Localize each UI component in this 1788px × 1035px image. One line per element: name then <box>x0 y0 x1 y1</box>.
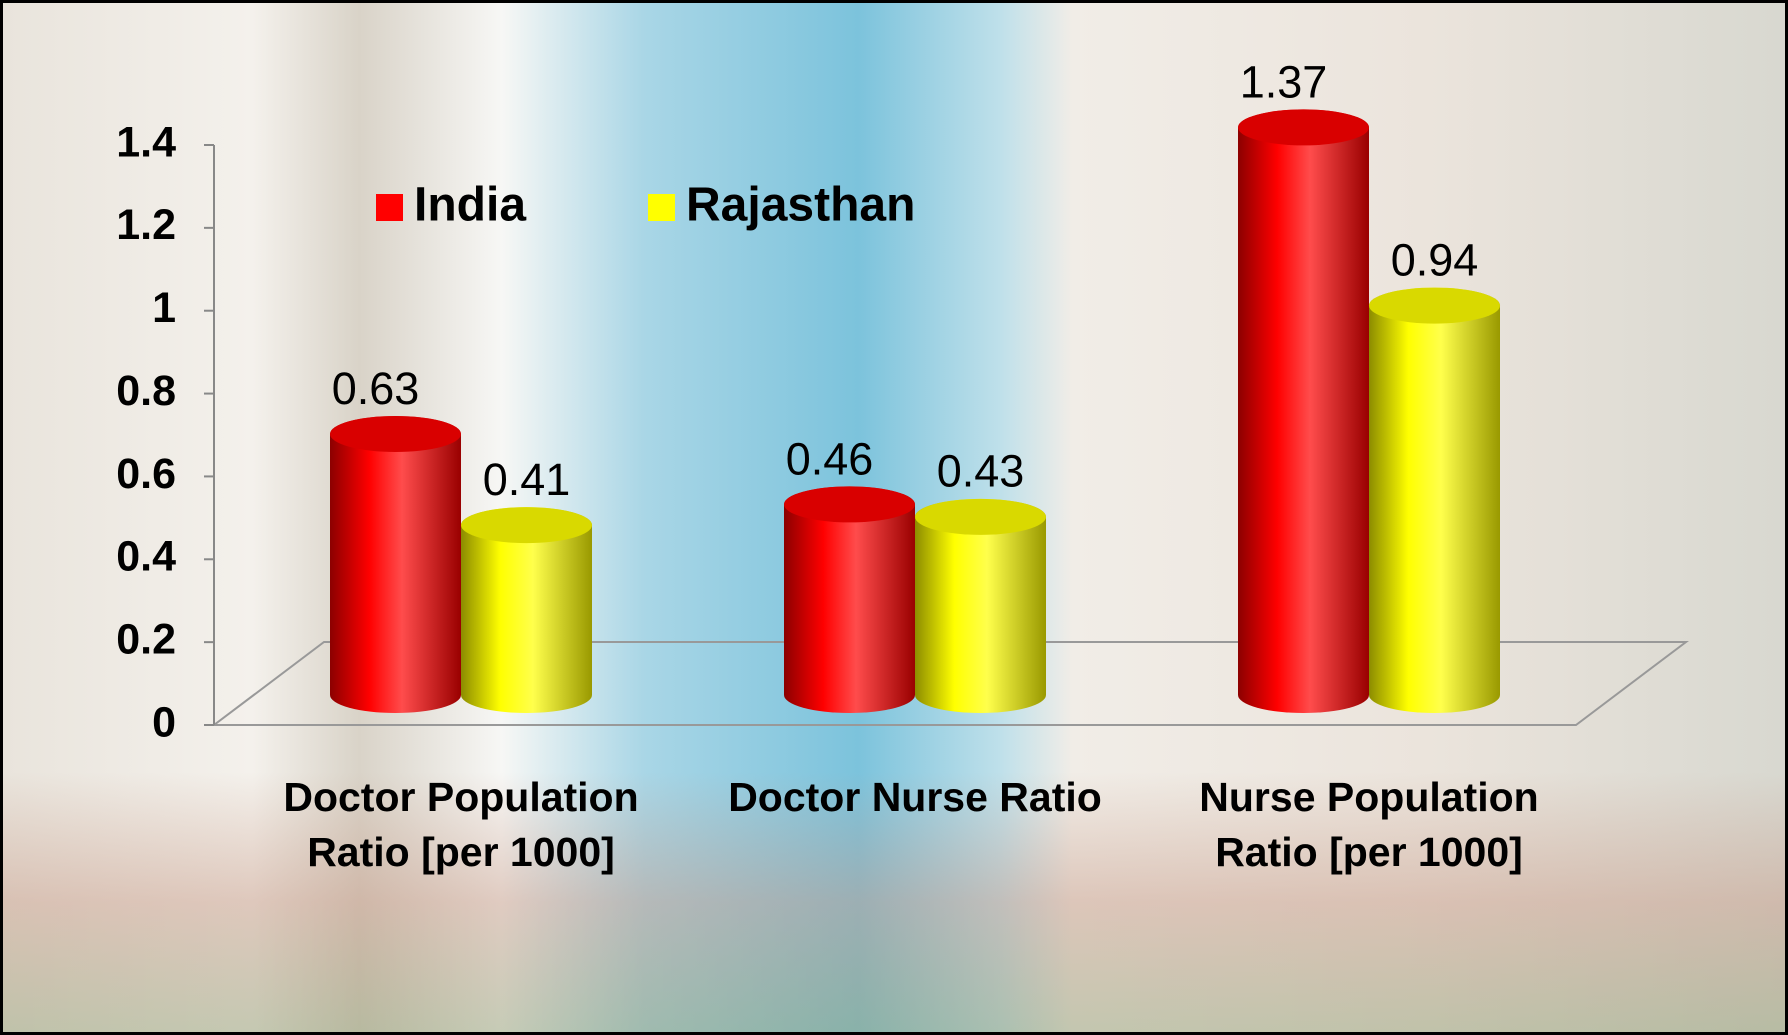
legend-swatch <box>648 194 675 221</box>
y-tick-label: 0.4 <box>116 533 176 581</box>
bar-top <box>461 507 592 544</box>
bar-top <box>915 498 1046 535</box>
x-tick-label: Doctor Nurse Ratio <box>728 774 1102 820</box>
bar <box>1238 109 1369 714</box>
x-tick-label: Nurse Population Ratio [per 1000] <box>1199 774 1539 875</box>
data-label: 0.41 <box>483 454 571 505</box>
data-label: 1.37 <box>1240 56 1328 107</box>
bar-top <box>330 416 461 452</box>
data-label: 0.63 <box>332 363 420 414</box>
bar-top <box>1369 287 1500 324</box>
legend-label: Rajasthan <box>686 179 915 232</box>
legend-swatch <box>376 194 403 221</box>
bar-top <box>1238 109 1369 146</box>
bar <box>784 486 915 714</box>
chart: 0 0.2 0.4 0.6 0.8 1 1.2 1.4 0.63 0.41 0.46 0.43 1.37… <box>116 56 1689 746</box>
bar <box>330 416 461 714</box>
bar <box>1369 287 1500 714</box>
legend-label: India <box>414 179 526 232</box>
y-tick-label: 1 <box>152 284 176 332</box>
data-label: 0.43 <box>937 446 1025 497</box>
bar <box>915 498 1046 714</box>
y-tick-label: 0.2 <box>116 616 176 664</box>
data-label: 0.46 <box>786 433 874 484</box>
data-label: 0.94 <box>1391 234 1479 285</box>
x-tick-label: Doctor Population Ratio [per 1000] <box>283 774 639 875</box>
y-tick-label: 1.2 <box>116 201 176 249</box>
y-tick-label: 0 <box>152 698 176 746</box>
y-tick-label: 1.4 <box>116 118 176 166</box>
y-tick-label: 0.6 <box>116 450 176 498</box>
floor <box>211 641 1689 726</box>
background <box>3 772 1785 1032</box>
bar-top <box>784 486 915 523</box>
bar <box>461 507 592 714</box>
y-tick-label: 0.8 <box>116 367 176 415</box>
